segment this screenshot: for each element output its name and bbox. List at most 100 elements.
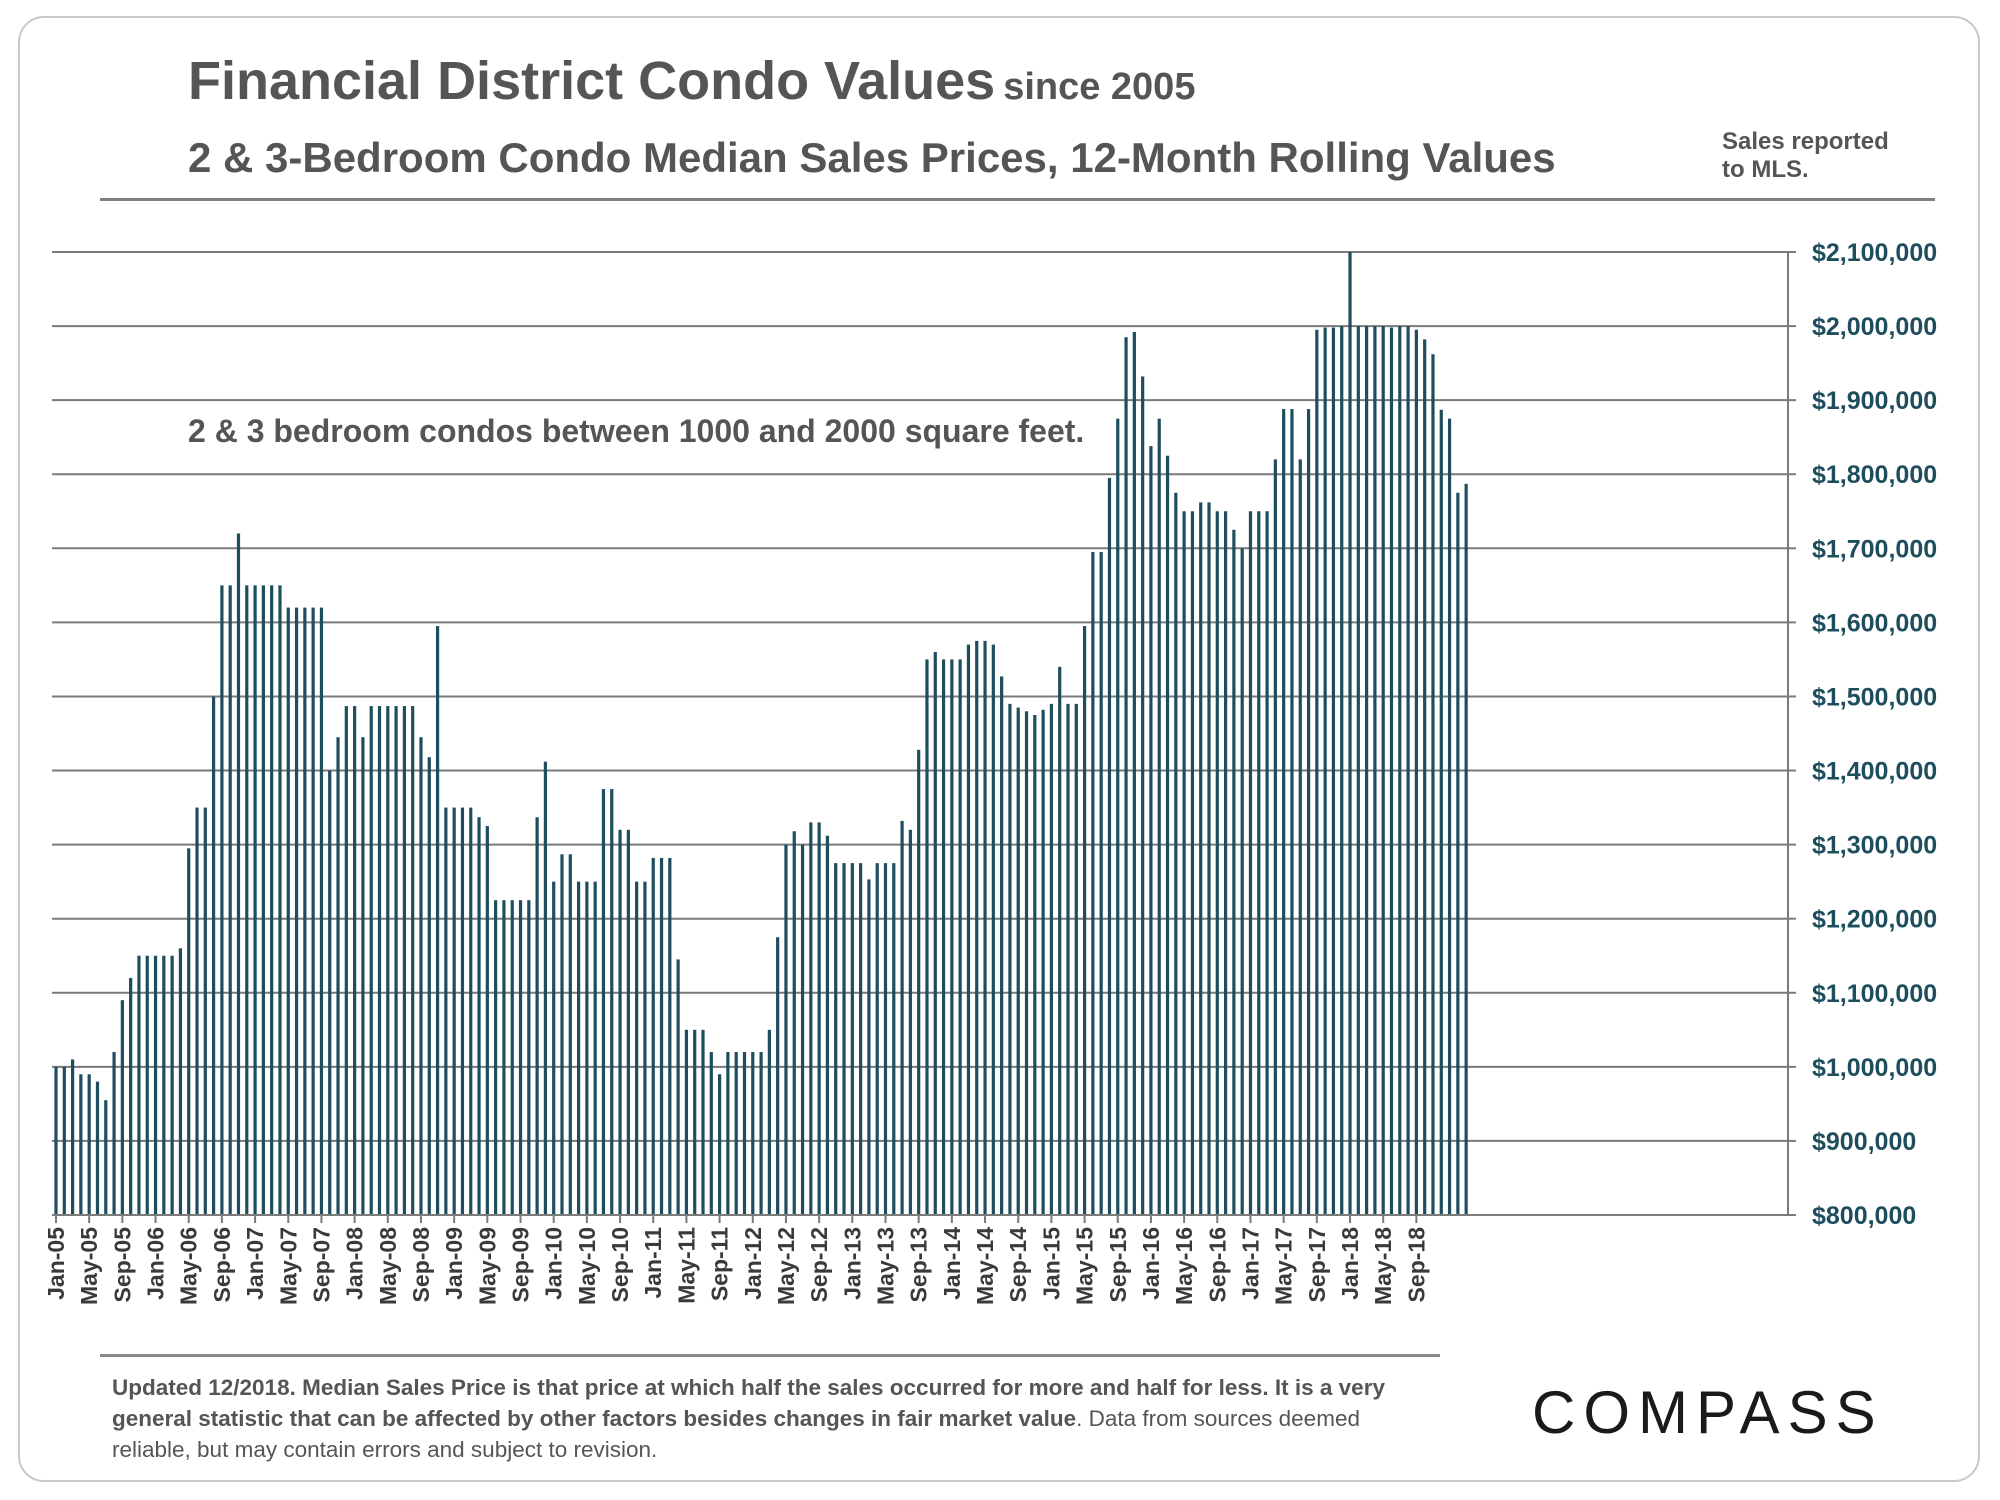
bar	[900, 820, 904, 1215]
bar	[1049, 703, 1053, 1215]
x-tick-label: May-17	[1271, 1227, 1297, 1305]
bar	[444, 807, 448, 1215]
bar	[941, 659, 946, 1215]
bar	[62, 1066, 66, 1215]
y-axis-labels: $800,000 $900,000 $1,000,000 $1,100,000 $1,2…	[1812, 239, 1937, 1230]
chart-subtitle: 2 & 3-Bedroom Condo Median Sales Prices,…	[188, 134, 1556, 181]
bar	[1091, 552, 1095, 1215]
footer-bold-text: Updated 12/2018. Median Sales Price is t…	[112, 1375, 1385, 1431]
source-line-1: Sales reported	[1722, 128, 1889, 155]
x-tick-label: Jan-11	[640, 1227, 666, 1299]
bar	[1000, 676, 1004, 1215]
compass-logo: COMPASS	[1532, 1379, 1884, 1446]
x-tick-label: May-15	[1072, 1227, 1098, 1305]
bar	[112, 1052, 116, 1215]
bar	[734, 1052, 738, 1215]
x-tick-label: Sep-15	[1105, 1227, 1131, 1303]
x-tick-label: Sep-05	[109, 1227, 135, 1303]
bar	[560, 854, 564, 1215]
bar	[1190, 511, 1195, 1215]
bar	[510, 900, 514, 1215]
title-main: Financial District Condo Values	[188, 51, 996, 111]
bar	[518, 900, 523, 1215]
bar	[933, 652, 937, 1215]
bar	[220, 585, 224, 1215]
bar	[1207, 502, 1211, 1215]
source-note: Sales reported to MLS.	[1722, 128, 1942, 184]
title-since: since 2005	[1003, 66, 1196, 108]
bar	[1290, 409, 1294, 1215]
bar	[1406, 326, 1410, 1216]
bar	[1141, 376, 1145, 1215]
x-axis-labels: Jan-05 May-05 Sep-05 Jan-06 May-06 Sep-06 Jan-…	[43, 1215, 1429, 1305]
bar	[95, 1081, 100, 1215]
bar	[651, 857, 655, 1215]
bar	[701, 1029, 705, 1215]
bar	[1273, 459, 1277, 1215]
bar	[1008, 703, 1012, 1215]
bar	[187, 848, 191, 1215]
bar	[236, 533, 241, 1215]
x-tick-label: May-06	[176, 1227, 202, 1305]
bar	[883, 863, 888, 1215]
x-tick-label: Jan-14	[939, 1227, 965, 1300]
x-tick-label: Sep-16	[1204, 1227, 1230, 1302]
bar	[1033, 714, 1037, 1215]
y-tick-label: $1,600,000	[1812, 609, 1937, 637]
chart-annotation: 2 & 3 bedroom condos between 1000 and 20…	[188, 413, 1085, 449]
bar	[1414, 329, 1418, 1215]
bar	[742, 1052, 747, 1215]
bar	[1082, 626, 1087, 1215]
bar	[1298, 459, 1302, 1215]
x-tick-label: Sep-11	[707, 1227, 733, 1301]
x-tick-label: Jan-15	[1038, 1227, 1064, 1300]
bar	[369, 706, 373, 1215]
bar	[344, 706, 348, 1215]
x-tick-label: Jan-07	[242, 1227, 268, 1300]
y-tick-label: $1,300,000	[1812, 832, 1937, 860]
x-tick-label: May-13	[873, 1227, 899, 1305]
bar	[925, 659, 929, 1215]
bar	[784, 844, 788, 1215]
y-tick-label: $1,500,000	[1812, 683, 1937, 711]
bar	[908, 829, 912, 1215]
x-tick-label: May-09	[474, 1227, 500, 1305]
chart-title: Financial District Condo Values since 200…	[188, 50, 1195, 112]
bar	[966, 644, 971, 1215]
x-tick-label: Jan-12	[740, 1227, 766, 1300]
bar	[1381, 326, 1385, 1216]
bar	[991, 644, 995, 1215]
footer-divider	[100, 1354, 1440, 1357]
x-tick-label: May-05	[76, 1227, 102, 1305]
bar	[842, 863, 846, 1215]
bar	[950, 659, 954, 1215]
y-tick-label: $800,000	[1812, 1202, 1916, 1230]
bar	[718, 1074, 722, 1215]
bar	[751, 1052, 755, 1215]
bar	[593, 881, 597, 1215]
bar	[1016, 707, 1020, 1215]
bar	[162, 955, 166, 1215]
bar	[1306, 409, 1311, 1215]
bar	[319, 607, 324, 1215]
x-tick-label: May-14	[972, 1227, 998, 1305]
bar	[212, 696, 216, 1215]
bar	[70, 1059, 75, 1215]
bar	[485, 826, 489, 1215]
bar	[104, 1100, 108, 1215]
footer-note: Updated 12/2018. Median Sales Price is t…	[112, 1372, 1442, 1465]
bar	[1340, 326, 1344, 1216]
bar	[767, 1029, 771, 1215]
bar	[1024, 711, 1029, 1215]
bar	[145, 955, 149, 1215]
x-tick-label: Sep-06	[209, 1227, 235, 1302]
y-tick-label: $1,400,000	[1812, 758, 1937, 786]
bar	[278, 585, 282, 1215]
bar	[817, 822, 821, 1215]
bar	[1124, 337, 1128, 1215]
bar	[328, 770, 332, 1215]
y-tick-label: $900,000	[1812, 1128, 1916, 1156]
bar	[311, 607, 315, 1215]
bar	[834, 863, 838, 1215]
x-tick-label: May-08	[375, 1227, 401, 1305]
